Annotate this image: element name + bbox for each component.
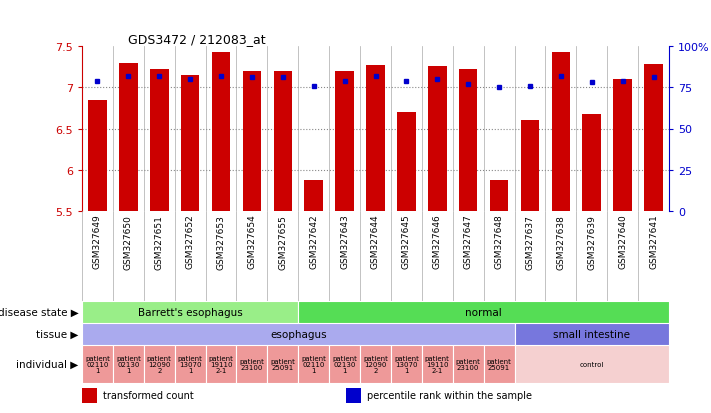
- Bar: [391, 345, 422, 383]
- Text: GSM327649: GSM327649: [93, 214, 102, 269]
- Bar: [242, 71, 261, 211]
- Bar: [582, 115, 601, 211]
- Text: GSM327655: GSM327655: [278, 214, 287, 269]
- Text: percentile rank within the sample: percentile rank within the sample: [367, 391, 532, 401]
- Text: GSM327654: GSM327654: [247, 214, 257, 269]
- Bar: [304, 180, 323, 211]
- Text: patient
23100: patient 23100: [456, 358, 481, 370]
- Text: GSM327650: GSM327650: [124, 214, 133, 269]
- Bar: [360, 345, 391, 383]
- Bar: [346, 388, 360, 403]
- Text: patient
12090
2: patient 12090 2: [146, 355, 171, 373]
- Bar: [422, 345, 453, 383]
- Text: GSM327652: GSM327652: [186, 214, 195, 269]
- Text: patient
23100: patient 23100: [240, 358, 264, 370]
- Text: GSM327653: GSM327653: [217, 214, 225, 269]
- Bar: [515, 345, 669, 383]
- Text: GSM327637: GSM327637: [525, 214, 535, 269]
- Text: patient
02130
1: patient 02130 1: [332, 355, 357, 373]
- Bar: [428, 66, 447, 211]
- Text: patient
13070
1: patient 13070 1: [178, 355, 203, 373]
- Text: individual ▶: individual ▶: [16, 359, 78, 369]
- Text: patient
19110
2-1: patient 19110 2-1: [208, 355, 233, 373]
- Bar: [82, 323, 515, 345]
- Text: patient
19110
2-1: patient 19110 2-1: [425, 355, 450, 373]
- Text: patient
25091: patient 25091: [486, 358, 511, 370]
- Bar: [113, 345, 144, 383]
- Text: patient
02130
1: patient 02130 1: [116, 355, 141, 373]
- Text: GSM327647: GSM327647: [464, 214, 473, 269]
- Bar: [144, 345, 175, 383]
- Text: normal: normal: [465, 307, 502, 317]
- Text: patient
02110
1: patient 02110 1: [301, 355, 326, 373]
- Bar: [453, 345, 483, 383]
- Bar: [119, 63, 138, 211]
- Text: transformed count: transformed count: [102, 391, 193, 401]
- Bar: [329, 345, 360, 383]
- Bar: [397, 113, 416, 211]
- Text: GSM327642: GSM327642: [309, 214, 319, 269]
- Bar: [267, 345, 298, 383]
- Text: GSM327638: GSM327638: [557, 214, 565, 269]
- Bar: [336, 71, 354, 211]
- Bar: [274, 71, 292, 211]
- Bar: [366, 66, 385, 211]
- Bar: [150, 70, 169, 211]
- Bar: [644, 65, 663, 211]
- Text: esophagus: esophagus: [270, 329, 326, 339]
- Bar: [520, 121, 539, 211]
- Text: small intestine: small intestine: [553, 329, 630, 339]
- Bar: [298, 345, 329, 383]
- Bar: [298, 301, 669, 323]
- Text: patient
13070
1: patient 13070 1: [394, 355, 419, 373]
- Text: GSM327640: GSM327640: [618, 214, 627, 269]
- Bar: [515, 323, 669, 345]
- Bar: [181, 76, 199, 211]
- Bar: [614, 80, 632, 211]
- Text: GSM327641: GSM327641: [649, 214, 658, 269]
- Bar: [82, 301, 298, 323]
- Text: GSM327644: GSM327644: [371, 214, 380, 269]
- Bar: [237, 345, 267, 383]
- Text: disease state ▶: disease state ▶: [0, 307, 78, 317]
- Text: tissue ▶: tissue ▶: [36, 329, 78, 339]
- Bar: [212, 52, 230, 211]
- Text: GDS3472 / 212083_at: GDS3472 / 212083_at: [128, 33, 265, 46]
- Text: GSM327648: GSM327648: [495, 214, 503, 269]
- Text: GSM327645: GSM327645: [402, 214, 411, 269]
- Text: patient
12090
2: patient 12090 2: [363, 355, 388, 373]
- Text: GSM327639: GSM327639: [587, 214, 597, 269]
- Text: Barrett's esophagus: Barrett's esophagus: [138, 307, 242, 317]
- Bar: [88, 100, 107, 211]
- Bar: [490, 180, 508, 211]
- Bar: [205, 345, 237, 383]
- Bar: [175, 345, 205, 383]
- Text: patient
25091: patient 25091: [270, 358, 295, 370]
- Bar: [82, 388, 97, 403]
- Text: patient
02110
1: patient 02110 1: [85, 355, 110, 373]
- Text: GSM327651: GSM327651: [155, 214, 164, 269]
- Text: control: control: [579, 361, 604, 367]
- Text: GSM327643: GSM327643: [340, 214, 349, 269]
- Bar: [552, 52, 570, 211]
- Bar: [483, 345, 515, 383]
- Bar: [82, 345, 113, 383]
- Bar: [459, 70, 478, 211]
- Text: GSM327646: GSM327646: [433, 214, 442, 269]
